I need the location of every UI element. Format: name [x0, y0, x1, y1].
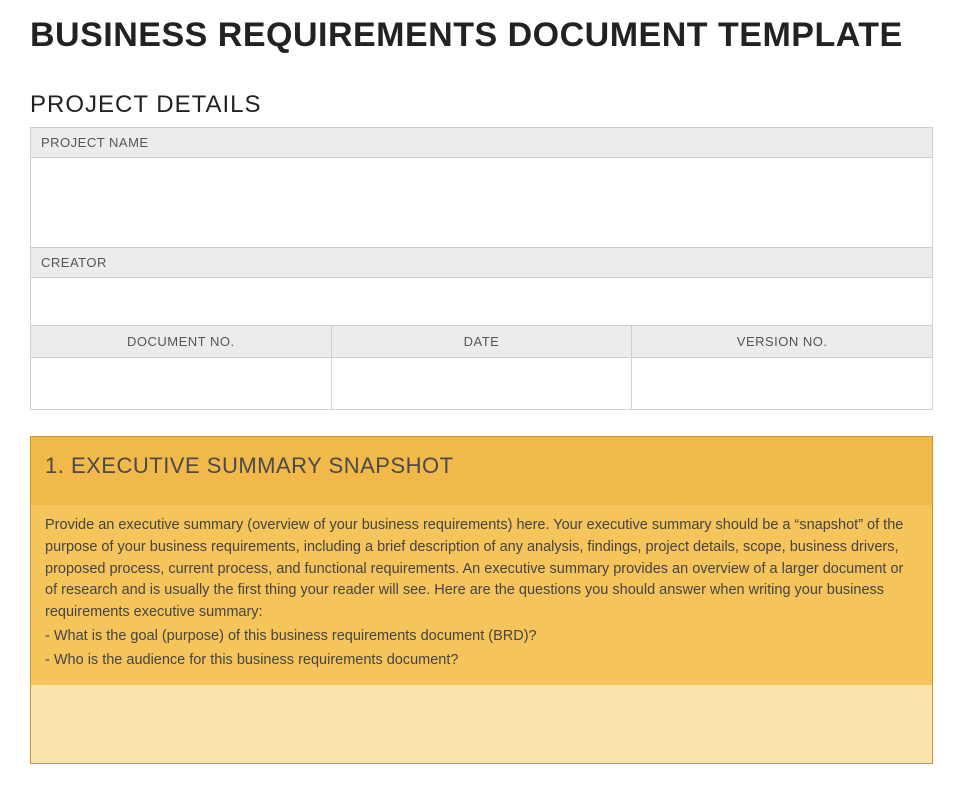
- value-creator[interactable]: [31, 278, 933, 326]
- label-date: DATE: [331, 326, 632, 358]
- value-project-name[interactable]: [31, 158, 933, 248]
- label-document-no: DOCUMENT NO.: [31, 326, 332, 358]
- executive-summary-heading: 1. EXECUTIVE SUMMARY SNAPSHOT: [31, 437, 932, 505]
- executive-summary-intro: Provide an executive summary (overview o…: [45, 515, 918, 624]
- executive-summary-input-area[interactable]: [31, 685, 932, 763]
- project-details-heading: PROJECT DETAILS: [30, 91, 933, 119]
- label-version-no: VERSION NO.: [632, 326, 933, 358]
- project-details-table: PROJECT NAME CREATOR DOCUMENT NO. DATE V…: [30, 127, 933, 410]
- value-document-no[interactable]: [31, 358, 332, 410]
- label-creator: CREATOR: [31, 248, 933, 278]
- label-project-name: PROJECT NAME: [31, 128, 933, 158]
- executive-summary-bullet-1: - What is the goal (purpose) of this bus…: [45, 626, 918, 648]
- executive-summary-bullet-2: - Who is the audience for this business …: [45, 650, 918, 672]
- executive-summary-body: Provide an executive summary (overview o…: [31, 505, 932, 685]
- value-date[interactable]: [331, 358, 632, 410]
- value-version-no[interactable]: [632, 358, 933, 410]
- document-title: BUSINESS REQUIREMENTS DOCUMENT TEMPLATE: [30, 16, 933, 55]
- executive-summary-section: 1. EXECUTIVE SUMMARY SNAPSHOT Provide an…: [30, 436, 933, 764]
